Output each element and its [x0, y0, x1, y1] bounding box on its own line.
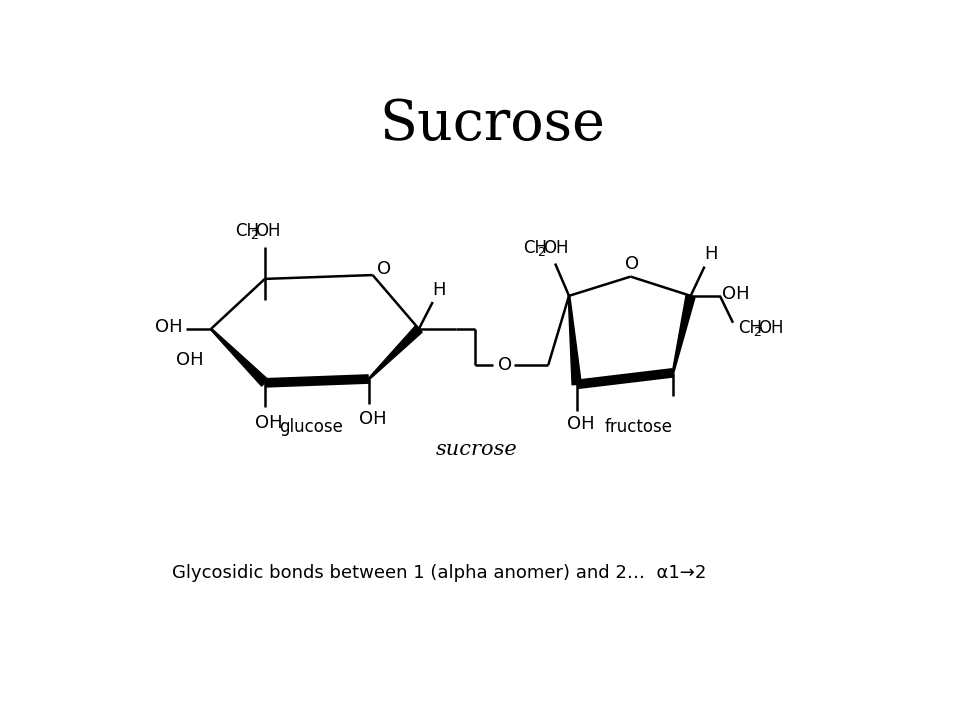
Text: OH: OH [255, 414, 282, 432]
Text: O: O [498, 356, 512, 374]
Polygon shape [369, 325, 422, 379]
Text: 2: 2 [538, 246, 545, 259]
Text: OH: OH [176, 351, 204, 369]
Text: OH: OH [722, 285, 749, 303]
Text: OH: OH [542, 239, 568, 257]
Polygon shape [210, 328, 268, 386]
Text: OH: OH [758, 319, 784, 337]
Text: O: O [377, 260, 392, 278]
Text: Glycosidic bonds between 1 (alpha anomer) and 2…  α1→2: Glycosidic bonds between 1 (alpha anomer… [173, 564, 707, 582]
Text: OH: OH [566, 415, 594, 433]
Text: H: H [705, 246, 718, 264]
Text: OH: OH [359, 410, 387, 428]
Text: glucose: glucose [279, 418, 343, 436]
Text: 2: 2 [251, 229, 258, 242]
Text: OH: OH [155, 318, 182, 336]
Polygon shape [568, 296, 582, 384]
Text: sucrose: sucrose [436, 441, 517, 459]
Text: 2: 2 [753, 326, 761, 339]
Text: Sucrose: Sucrose [379, 97, 605, 152]
Polygon shape [672, 294, 695, 373]
Text: CH: CH [235, 222, 259, 240]
Text: fructose: fructose [604, 418, 672, 436]
Text: OH: OH [255, 222, 281, 240]
Text: H: H [432, 282, 445, 300]
Text: CH: CH [738, 319, 762, 337]
Text: CH: CH [523, 239, 547, 257]
Text: O: O [625, 256, 639, 274]
